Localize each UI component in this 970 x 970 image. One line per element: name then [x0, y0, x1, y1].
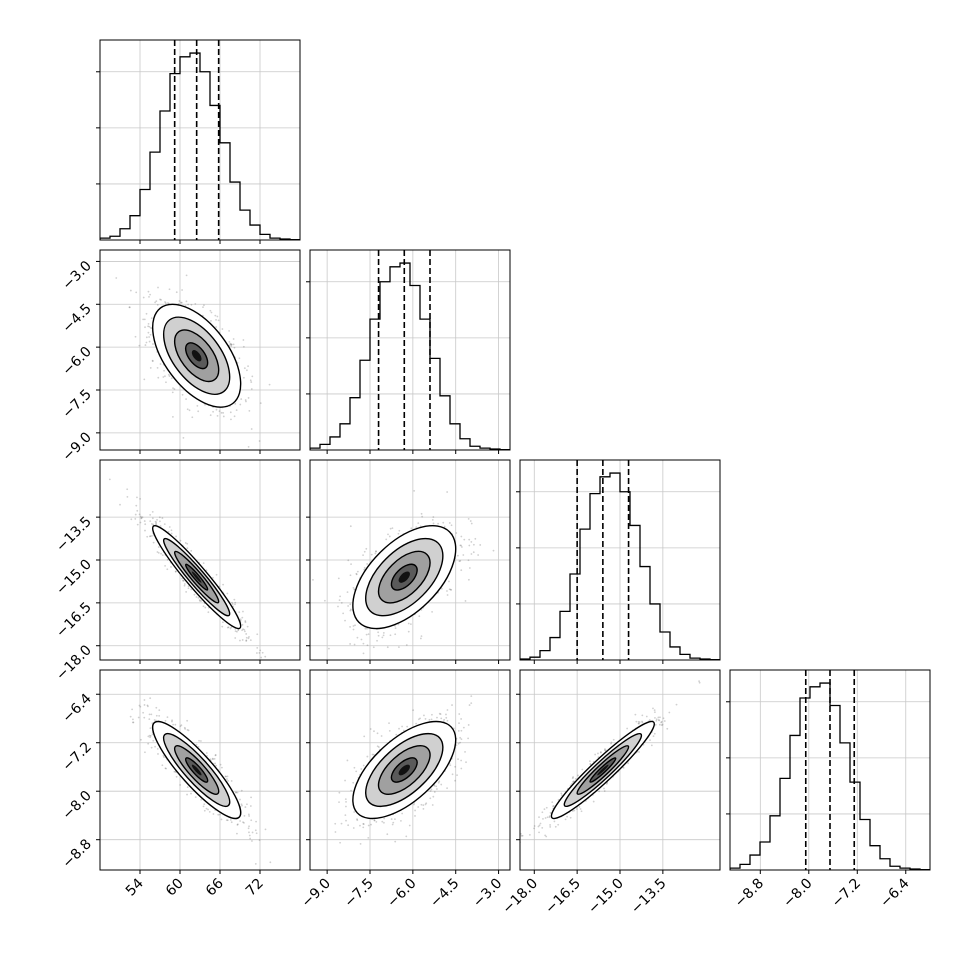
y-tick-label: −3.0 — [59, 258, 94, 293]
panel-3-1 — [306, 669, 511, 874]
y-tick-label: −6.0 — [59, 344, 94, 379]
panel-2-2 — [516, 459, 721, 664]
panel-1-0 — [96, 249, 301, 454]
x-tick-label: −8.0 — [780, 876, 815, 911]
x-tick-label: −7.2 — [829, 876, 864, 911]
panel-frame — [99, 39, 301, 241]
panel-frame — [99, 669, 301, 871]
panel-3-2 — [516, 669, 721, 874]
contour-level-4 — [398, 571, 410, 583]
panel-1-1 — [306, 249, 511, 454]
y-tick-label: −8.8 — [59, 836, 94, 871]
panel-3-3 — [726, 669, 931, 874]
y-tick-label: −7.5 — [59, 387, 94, 422]
x-tick-label: −6.0 — [384, 876, 419, 911]
y-tick-label: −7.2 — [59, 739, 94, 774]
contour-level-4 — [597, 764, 609, 776]
histogram-2 — [520, 472, 720, 660]
y-tick-label: −15.0 — [53, 557, 95, 599]
x-tick-label: 54 — [123, 875, 147, 899]
x-tick-label: 60 — [163, 876, 187, 900]
histogram-0 — [100, 52, 300, 240]
x-tick-label: −4.5 — [427, 876, 462, 911]
x-tick-label: −8.8 — [732, 876, 767, 911]
contour-level-4 — [191, 764, 202, 776]
panel-0-0 — [96, 39, 301, 244]
contour-level-4 — [398, 764, 410, 776]
panel-2-0 — [96, 459, 301, 664]
contour-level-4 — [191, 350, 202, 362]
x-tick-label: −13.5 — [628, 876, 670, 918]
x-tick-label: 72 — [243, 876, 267, 900]
panel-3-0 — [96, 669, 301, 874]
y-tick-label: −13.5 — [53, 514, 95, 556]
x-tick-label: −7.5 — [341, 876, 376, 911]
histogram-3 — [730, 682, 930, 870]
y-tick-label: −9.0 — [59, 429, 94, 464]
y-tick-label: −16.5 — [53, 599, 95, 641]
x-tick-label: −16.5 — [542, 876, 584, 918]
x-tick-label: −9.0 — [299, 876, 334, 911]
y-tick-label: −8.0 — [59, 788, 94, 823]
x-tick-label: −15.0 — [585, 876, 627, 918]
panel-frame — [99, 249, 301, 451]
panel-frame — [729, 669, 931, 871]
histogram-1 — [310, 262, 510, 450]
contour-level-4 — [191, 571, 202, 583]
x-tick-label: 66 — [203, 875, 227, 899]
panel-2-1 — [306, 459, 511, 664]
y-tick-label: −18.0 — [53, 642, 95, 684]
panel-frame — [309, 669, 511, 871]
panel-frame — [309, 249, 511, 451]
x-tick-label: −18.0 — [499, 876, 541, 918]
x-tick-label: −6.4 — [877, 875, 912, 910]
y-tick-label: −6.4 — [59, 691, 94, 726]
y-tick-label: −4.5 — [59, 301, 94, 336]
